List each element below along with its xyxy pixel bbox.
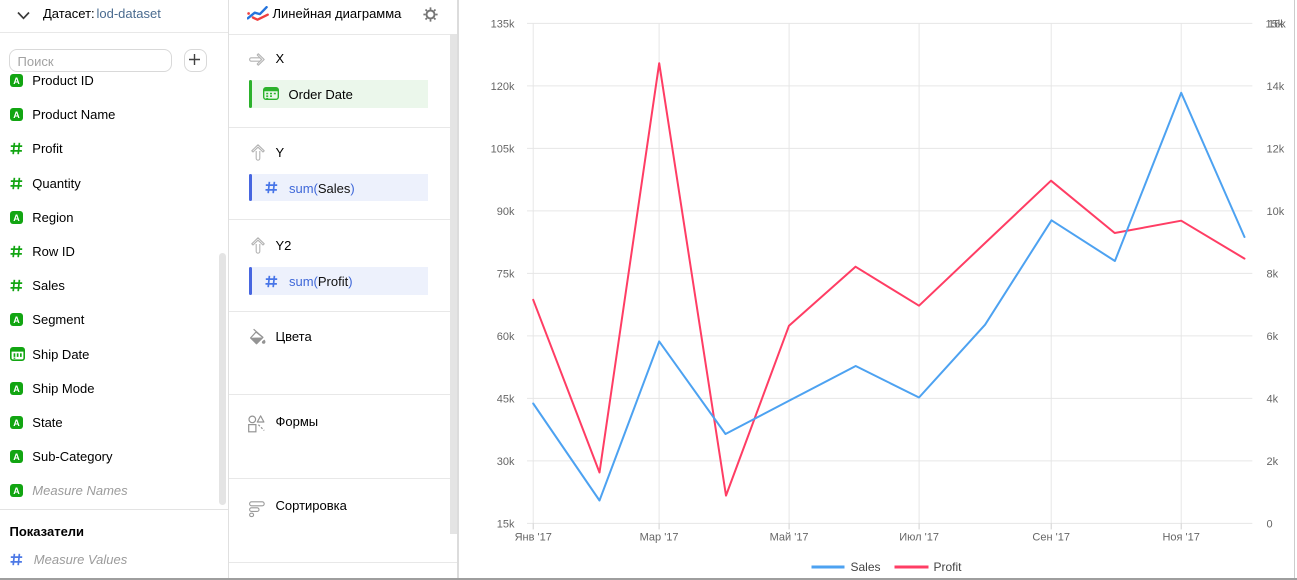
svg-text:A: A	[13, 452, 20, 462]
svg-text:135k: 135k	[491, 18, 515, 30]
svg-text:Profit: Profit	[934, 560, 963, 574]
svg-text:2k: 2k	[1267, 456, 1279, 468]
svg-text:Сен '17: Сен '17	[1032, 532, 1070, 544]
svg-text:14k: 14k	[1267, 81, 1285, 93]
svg-text:30k: 30k	[497, 456, 515, 468]
svg-text:A: A	[13, 384, 20, 394]
svg-text:75k: 75k	[497, 268, 515, 280]
svg-text:A: A	[13, 110, 20, 120]
svg-text:10k: 10k	[1267, 206, 1285, 218]
svg-text:Sales: Sales	[851, 560, 881, 574]
svg-text:90k: 90k	[497, 206, 515, 218]
svg-text:Мар '17: Мар '17	[640, 532, 679, 544]
svg-text:15k: 15k	[497, 518, 515, 530]
svg-text:4k: 4k	[1267, 393, 1279, 405]
svg-text:105k: 105k	[491, 143, 515, 155]
svg-text:Июл '17: Июл '17	[899, 532, 939, 544]
svg-text:Ноя '17: Ноя '17	[1162, 532, 1199, 544]
svg-text:Янв '17: Янв '17	[515, 532, 552, 544]
svg-text:45k: 45k	[497, 393, 515, 405]
svg-text:12k: 12k	[1267, 143, 1285, 155]
svg-text:16k: 16k	[1268, 18, 1286, 30]
svg-text:A: A	[13, 418, 20, 428]
svg-text:A: A	[13, 76, 20, 86]
svg-text:15k: 15k	[1266, 18, 1284, 30]
svg-text:A: A	[13, 213, 20, 223]
svg-text:60k: 60k	[497, 331, 515, 343]
svg-text:A: A	[13, 315, 20, 325]
svg-text:8k: 8k	[1267, 268, 1279, 280]
svg-text:Май '17: Май '17	[770, 532, 809, 544]
svg-text:6k: 6k	[1267, 331, 1279, 343]
svg-text:120k: 120k	[491, 81, 515, 93]
svg-text:A: A	[13, 486, 20, 496]
svg-text:0: 0	[1267, 518, 1273, 530]
